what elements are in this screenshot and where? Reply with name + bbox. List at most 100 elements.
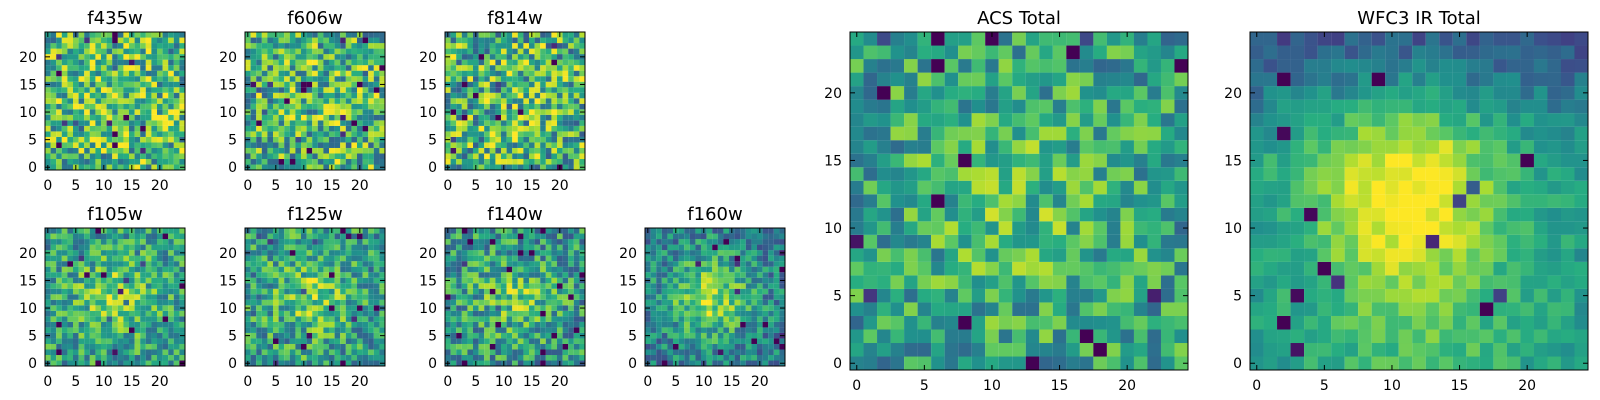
heatmap-cell — [45, 70, 51, 77]
heatmap-cell — [278, 92, 285, 99]
heatmap-cell — [129, 98, 135, 104]
heatmap-cell — [473, 288, 479, 295]
heatmap-cell — [557, 250, 563, 256]
heatmap-cell — [329, 305, 335, 311]
heatmap-cell — [495, 120, 502, 126]
heatmap-cell — [762, 266, 769, 273]
heatmap-cell — [50, 59, 57, 66]
heatmap-cell — [667, 305, 674, 311]
heatmap-cell — [661, 233, 668, 240]
heatmap-cell — [56, 332, 62, 339]
heatmap-cell — [89, 327, 96, 333]
heatmap-cell — [295, 103, 302, 110]
panel-title: f814w — [487, 8, 542, 29]
heatmap-cell — [89, 266, 96, 273]
heatmap-cell — [512, 277, 518, 284]
heatmap-cell — [84, 332, 90, 339]
heatmap-cell — [523, 343, 530, 350]
heatmap-cell — [695, 294, 702, 300]
heatmap-cell — [162, 37, 169, 44]
heatmap-cell — [301, 327, 307, 333]
heatmap-cell — [162, 65, 169, 71]
heatmap-cell — [145, 54, 152, 60]
heatmap-cell — [278, 327, 285, 333]
heatmap-cell — [312, 354, 318, 361]
heatmap-cell — [368, 120, 374, 126]
heatmap-cell — [517, 255, 524, 262]
heatmap-cell — [301, 114, 307, 121]
heatmap-cell — [461, 147, 468, 154]
heatmap-cell — [495, 261, 502, 267]
heatmap-cell — [101, 244, 107, 251]
heatmap-cell — [557, 158, 563, 165]
heatmap-cell — [245, 131, 251, 137]
heatmap-cell — [101, 158, 107, 165]
heatmap-cell — [579, 120, 586, 126]
heatmap-cell — [568, 343, 574, 350]
heatmap-cell — [931, 356, 945, 371]
heatmap-cell — [573, 321, 580, 328]
heatmap-cell — [701, 338, 707, 344]
heatmap-cell — [551, 310, 558, 317]
heatmap-cell — [1093, 167, 1107, 181]
heatmap-cell — [334, 250, 341, 256]
heatmap-cell — [134, 354, 141, 361]
heatmap-cell — [998, 302, 1013, 316]
heatmap-cell — [717, 354, 724, 361]
heatmap-cell — [168, 70, 174, 77]
heatmap-cell — [484, 288, 490, 295]
heatmap-cell — [67, 310, 74, 317]
heatmap-cell — [495, 288, 502, 295]
heatmap-cell — [267, 239, 274, 245]
y-tick-label: 10 — [619, 301, 637, 317]
heatmap-cell — [61, 321, 68, 328]
heatmap-cell — [56, 103, 62, 110]
heatmap-cell — [56, 136, 62, 143]
heatmap-cell — [134, 70, 141, 77]
heatmap-cell — [256, 321, 262, 328]
heatmap-cell — [145, 299, 152, 306]
heatmap-cell — [445, 244, 451, 251]
heatmap-cell — [523, 261, 530, 267]
heatmap-cell — [245, 233, 251, 240]
heatmap-cell — [461, 65, 468, 71]
heatmap-cell — [245, 244, 251, 251]
heatmap-cell — [701, 255, 707, 262]
heatmap-cell — [478, 65, 485, 71]
heatmap-cell — [112, 70, 118, 77]
heatmap-cell — [362, 288, 369, 295]
heatmap-cell — [301, 103, 307, 110]
heatmap-cell — [489, 349, 496, 356]
heatmap-cell — [157, 109, 163, 115]
heatmap-cell — [489, 244, 496, 251]
x-tick-label: 10 — [95, 374, 113, 390]
heatmap-cell — [540, 244, 546, 251]
plot-frame — [44, 227, 186, 367]
heatmap-cell — [373, 360, 380, 367]
heatmap-cell — [173, 32, 180, 38]
heatmap-cell — [329, 277, 335, 284]
heatmap-cell — [50, 158, 57, 165]
heatmap-cell — [301, 37, 307, 44]
heatmap-cell — [551, 327, 558, 333]
heatmap-cell — [168, 48, 174, 55]
heatmap-cell — [261, 266, 268, 273]
heatmap-cell — [289, 332, 296, 339]
heatmap-cell — [301, 136, 307, 143]
heatmap-cell — [877, 248, 891, 262]
heatmap-cell — [78, 250, 85, 256]
heatmap-cell — [89, 32, 96, 38]
heatmap-cell — [323, 81, 330, 88]
heatmap-cell — [745, 255, 752, 262]
heatmap-cell — [357, 125, 363, 132]
heatmap-cell — [261, 332, 268, 339]
heatmap-cell — [145, 266, 152, 273]
heatmap-cell — [656, 316, 662, 322]
heatmap-cell — [151, 131, 158, 137]
heatmap-cell — [317, 98, 324, 104]
heatmap-cell — [489, 109, 496, 115]
heatmap-cell — [134, 81, 141, 88]
heatmap-cell — [568, 338, 574, 344]
heatmap-cell — [345, 92, 352, 99]
heatmap-cell — [67, 37, 74, 44]
